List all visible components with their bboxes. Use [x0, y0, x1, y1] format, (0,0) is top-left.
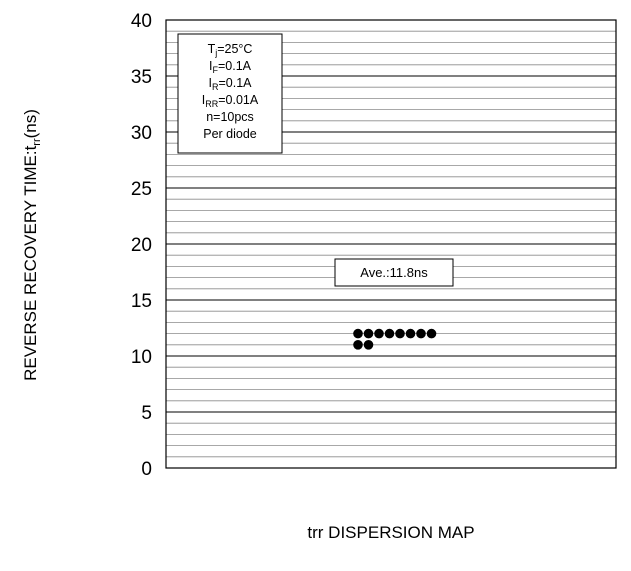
data-point — [395, 328, 405, 339]
average-label: Ave.:11.8ns — [360, 265, 428, 280]
y-tick-label: 40 — [131, 11, 152, 32]
y-tick-label: 20 — [131, 235, 152, 256]
data-point — [416, 328, 426, 339]
data-point — [363, 340, 374, 350]
condition-line: IRR=0.01A — [202, 93, 259, 109]
data-point — [353, 340, 363, 350]
condition-line: Tj=25°C — [208, 42, 253, 58]
plot-frame — [165, 19, 617, 469]
y-axis-title-unit: (ns) — [21, 109, 40, 138]
y-tick-label: 25 — [131, 179, 152, 200]
data-point — [405, 328, 416, 339]
condition-line: Per diode — [203, 127, 257, 141]
y-tick-labels: 0 5 10 15 20 25 30 35 40 — [131, 11, 152, 480]
y-axis-title-main: REVERSE RECOVERY TIME:t — [21, 145, 40, 381]
data-points — [353, 328, 437, 350]
data-point — [374, 328, 384, 339]
y-axis-title: REVERSE RECOVERY TIME:trr(ns) — [21, 109, 43, 381]
average-label-box: Ave.:11.8ns — [334, 258, 454, 287]
y-tick-label: 15 — [131, 291, 152, 312]
y-tick-label: 35 — [131, 67, 152, 88]
data-point — [426, 328, 437, 339]
x-axis-title: trr DISPERSION MAP — [307, 523, 474, 542]
data-point — [363, 328, 374, 339]
y-tick-label: 0 — [141, 459, 152, 480]
y-tick-label: 10 — [131, 347, 152, 368]
condition-line: IF=0.1A — [209, 59, 252, 75]
data-point — [353, 328, 363, 339]
y-tick-label: 30 — [131, 123, 152, 144]
condition-line: IR=0.1A — [209, 76, 253, 92]
y-axis-title-sub: rr — [31, 138, 43, 146]
y-tick-label: 5 — [141, 403, 152, 424]
data-point — [384, 328, 395, 339]
condition-line: n=10pcs — [206, 110, 254, 124]
